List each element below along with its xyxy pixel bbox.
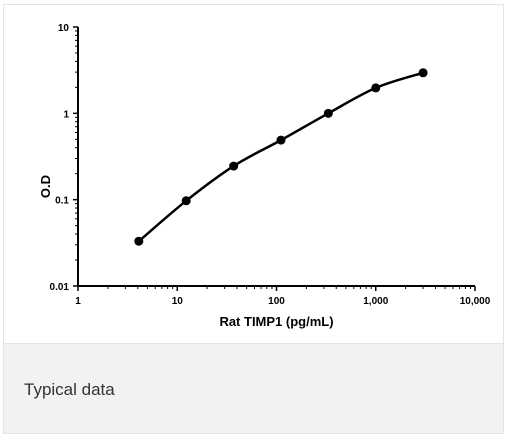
x-tick-label: 1 xyxy=(75,296,81,307)
data-point xyxy=(134,236,144,246)
tick-labels: 1 10 100 1,000 10,000 0.01 0.1 1 10 xyxy=(50,23,491,307)
figure-card: 1 10 100 1,000 10,000 0.01 0.1 1 10 Rat TIMP1 (p… xyxy=(3,4,504,434)
y-tick-label: 0.1 xyxy=(55,196,69,207)
ticks xyxy=(73,26,476,291)
data-points xyxy=(134,68,428,246)
x-tick-label: 10 xyxy=(172,296,184,307)
x-tick-label: 10,000 xyxy=(460,296,491,307)
data-point xyxy=(229,161,239,171)
series-line xyxy=(137,71,425,243)
data-point xyxy=(181,196,191,206)
standard-curve-chart: 1 10 100 1,000 10,000 0.01 0.1 1 10 Rat TIMP1 (p… xyxy=(38,23,491,329)
y-axis-title: O.D xyxy=(38,175,53,198)
data-point xyxy=(276,135,286,145)
data-point xyxy=(323,108,333,118)
axes xyxy=(77,27,475,287)
chart-area: 1 10 100 1,000 10,000 0.01 0.1 1 10 Rat TIMP1 (p… xyxy=(4,5,503,343)
data-point xyxy=(371,83,381,93)
y-tick-label: 10 xyxy=(58,23,70,34)
x-axis-title: Rat TIMP1 (pg/mL) xyxy=(219,314,333,329)
x-tick-label: 100 xyxy=(268,296,285,307)
caption-bar: Typical data xyxy=(4,343,503,433)
y-tick-label: 0.01 xyxy=(50,282,70,293)
figure-caption: Typical data xyxy=(24,380,115,399)
y-tick-label: 1 xyxy=(63,109,69,120)
x-tick-label: 1,000 xyxy=(363,296,388,307)
data-point xyxy=(418,68,428,78)
